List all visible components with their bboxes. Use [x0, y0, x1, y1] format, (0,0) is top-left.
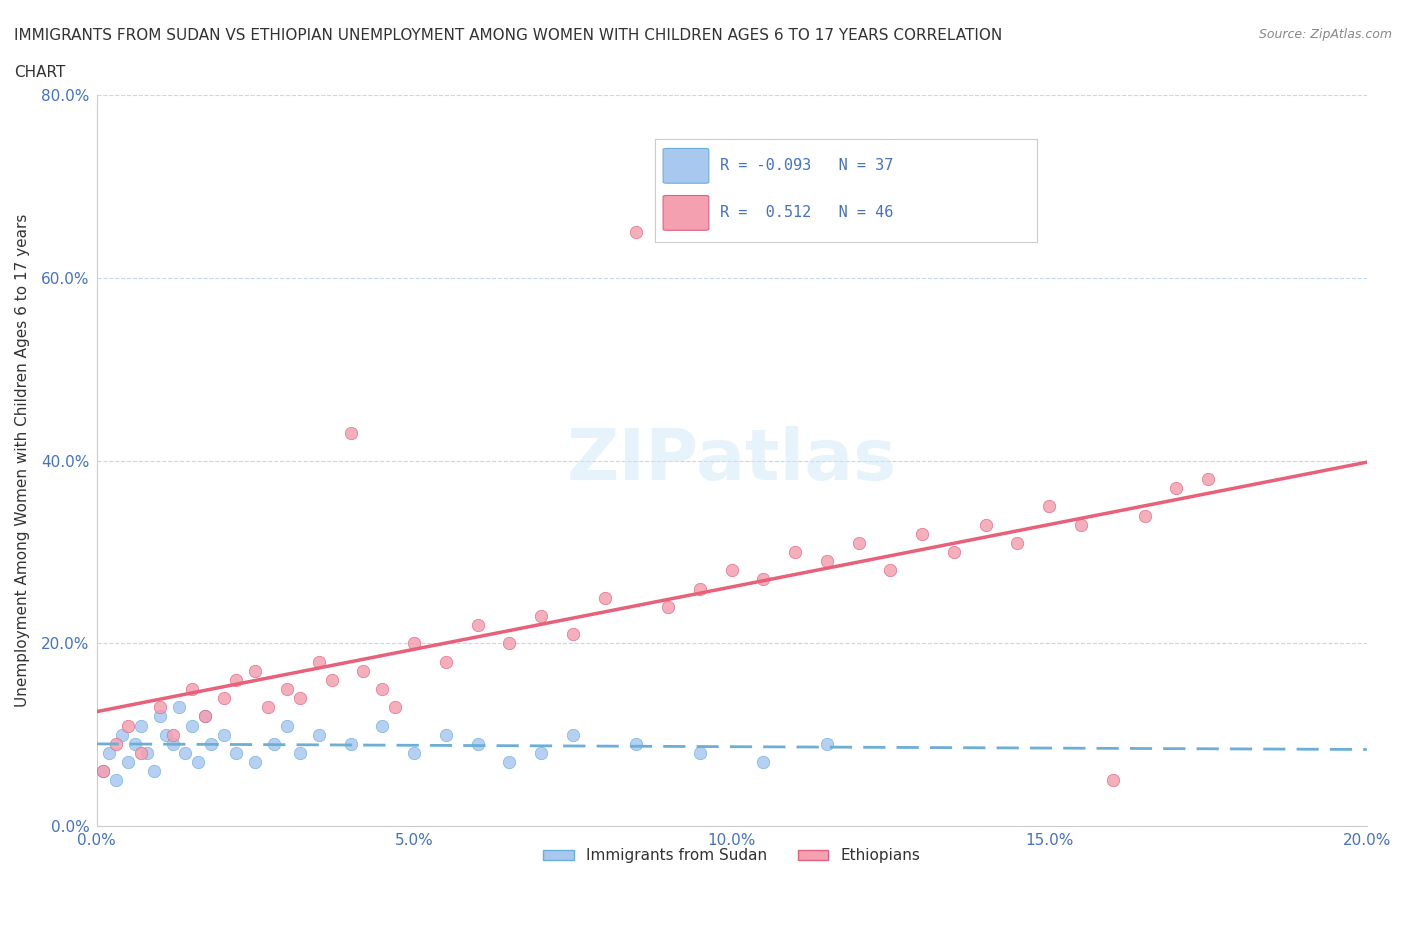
Point	[162, 727, 184, 742]
Point	[1166, 481, 1188, 496]
Point	[117, 718, 139, 733]
Point	[1101, 773, 1123, 788]
Point	[689, 581, 711, 596]
Point	[752, 754, 775, 769]
Point	[174, 746, 197, 761]
Point	[689, 746, 711, 761]
Point	[404, 746, 426, 761]
Point	[434, 727, 457, 742]
Point	[142, 764, 165, 778]
Point	[263, 737, 285, 751]
Point	[111, 727, 134, 742]
Point	[815, 553, 838, 568]
Point	[498, 754, 520, 769]
Point	[245, 663, 267, 678]
Point	[308, 727, 330, 742]
Text: ZIPatlas: ZIPatlas	[567, 426, 897, 495]
Point	[212, 727, 235, 742]
Point	[149, 709, 172, 724]
Point	[225, 672, 247, 687]
Point	[200, 737, 222, 751]
Point	[257, 700, 280, 715]
Point	[848, 536, 870, 551]
Point	[91, 764, 114, 778]
Point	[498, 636, 520, 651]
Point	[371, 718, 394, 733]
Point	[384, 700, 406, 715]
Point	[626, 225, 648, 240]
Point	[193, 709, 215, 724]
Point	[288, 746, 311, 761]
Point	[276, 718, 298, 733]
Point	[104, 773, 127, 788]
Point	[339, 737, 361, 751]
Point	[530, 608, 553, 623]
Point	[117, 754, 139, 769]
Point	[288, 691, 311, 706]
Point	[467, 618, 489, 632]
Point	[467, 737, 489, 751]
Point	[1197, 472, 1219, 486]
Point	[180, 718, 202, 733]
Point	[225, 746, 247, 761]
Point	[626, 737, 648, 751]
Point	[104, 737, 127, 751]
Point	[530, 746, 553, 761]
Point	[124, 737, 146, 751]
Point	[1070, 517, 1092, 532]
Point	[245, 754, 267, 769]
Legend: Immigrants from Sudan, Ethiopians: Immigrants from Sudan, Ethiopians	[537, 843, 927, 870]
Point	[720, 563, 742, 578]
Point	[193, 709, 215, 724]
Point	[752, 572, 775, 587]
Point	[943, 545, 966, 560]
Point	[276, 682, 298, 697]
Point	[98, 746, 121, 761]
Text: Source: ZipAtlas.com: Source: ZipAtlas.com	[1258, 28, 1392, 41]
Point	[339, 426, 361, 441]
Point	[129, 718, 152, 733]
Point	[1133, 508, 1156, 523]
Point	[91, 764, 114, 778]
Point	[404, 636, 426, 651]
Point	[136, 746, 159, 761]
Point	[321, 672, 343, 687]
Text: CHART: CHART	[14, 65, 66, 80]
Point	[167, 700, 190, 715]
Point	[911, 526, 934, 541]
Point	[561, 627, 583, 642]
Point	[974, 517, 997, 532]
Point	[155, 727, 177, 742]
Point	[212, 691, 235, 706]
Point	[129, 746, 152, 761]
Y-axis label: Unemployment Among Women with Children Ages 6 to 17 years: Unemployment Among Women with Children A…	[15, 214, 30, 708]
Point	[434, 654, 457, 669]
Point	[1007, 536, 1029, 551]
Text: IMMIGRANTS FROM SUDAN VS ETHIOPIAN UNEMPLOYMENT AMONG WOMEN WITH CHILDREN AGES 6: IMMIGRANTS FROM SUDAN VS ETHIOPIAN UNEMP…	[14, 28, 1002, 43]
Point	[308, 654, 330, 669]
Point	[180, 682, 202, 697]
Point	[785, 545, 807, 560]
Point	[879, 563, 901, 578]
Point	[352, 663, 374, 678]
Point	[371, 682, 394, 697]
Point	[561, 727, 583, 742]
Point	[149, 700, 172, 715]
Point	[657, 600, 679, 615]
Point	[815, 737, 838, 751]
Point	[162, 737, 184, 751]
Point	[593, 591, 616, 605]
Point	[187, 754, 209, 769]
Point	[1038, 498, 1060, 513]
